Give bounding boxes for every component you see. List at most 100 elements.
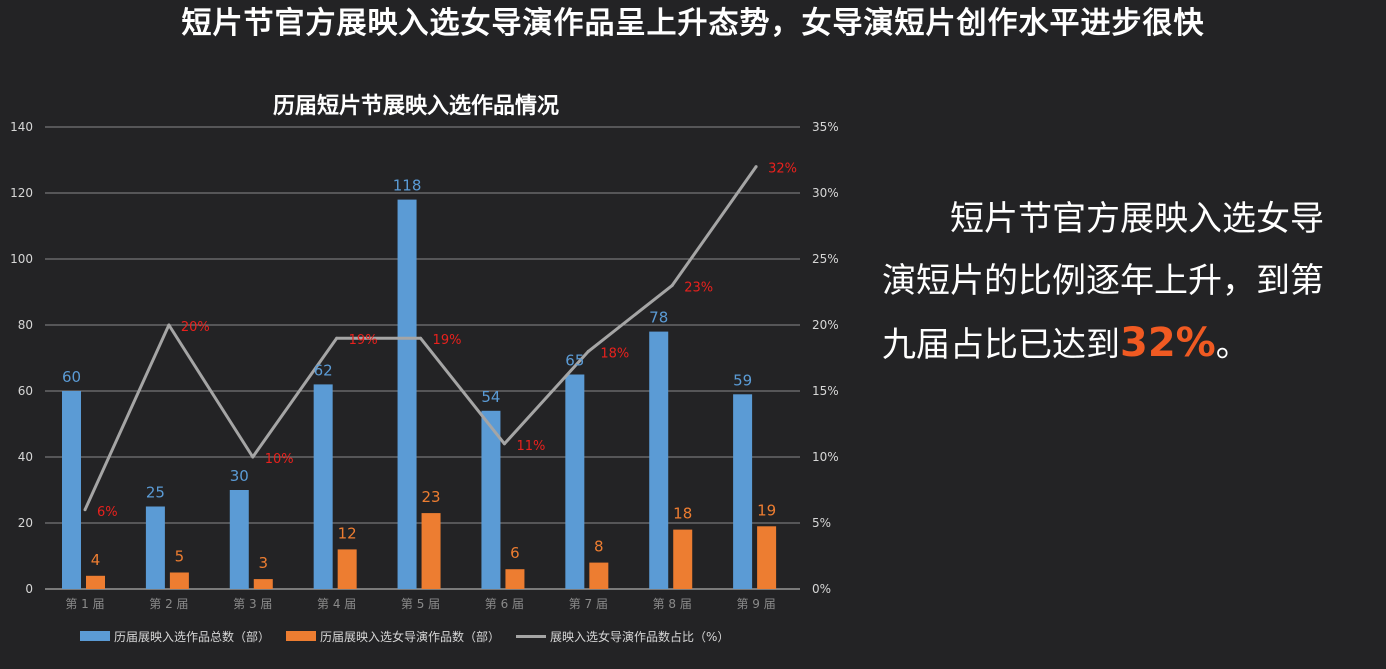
- y-tick-left: 80: [18, 318, 33, 332]
- side-text-line3: 九届占比已达到32%。: [882, 320, 1250, 366]
- y-tick-left: 140: [10, 120, 33, 134]
- y-tick-left: 0: [25, 582, 33, 596]
- legend-label-total: 历届展映入选作品总数（部）: [114, 629, 271, 644]
- ratio-point: [670, 283, 674, 287]
- data-label-ratio: 20%: [181, 320, 210, 335]
- data-label-ratio: 19%: [433, 333, 462, 348]
- legend-swatch-female: [286, 631, 317, 641]
- data-label-female: 5: [175, 548, 185, 566]
- side-text-line1: 短片节官方展映入选女导: [950, 199, 1324, 239]
- bar-total: [229, 490, 249, 589]
- y-axis-right: 0% 5% 10% 15% 20% 25% 30% 35%: [812, 120, 839, 596]
- legend-item-female: 历届展映入选女导演作品数（部）: [286, 628, 500, 645]
- chart-title: 历届短片节展映入选作品情况: [273, 93, 559, 119]
- y-tick-left: 120: [10, 186, 33, 200]
- data-label-female: 4: [91, 551, 101, 569]
- ratio-point: [83, 508, 87, 512]
- data-label-female: 19: [757, 501, 776, 519]
- bar-female: [673, 529, 693, 589]
- data-label-total: 118: [393, 177, 422, 195]
- headline: 短片节官方展映入选女导演作品呈上升态势，女导演短片创作水平进步很快: [181, 6, 1205, 41]
- x-tick: 第 8 届: [653, 597, 692, 611]
- ratio-point: [335, 336, 339, 340]
- data-label-ratio: 18%: [600, 346, 629, 361]
- y-tick-right: 5%: [812, 516, 831, 530]
- x-tick: 第 5 届: [401, 597, 440, 611]
- x-axis: 第 1 届 第 2 届 第 3 届 第 4 届 第 5 届 第 6 届 第 7 届 第 8 届…: [65, 597, 775, 611]
- legend-label-ratio: 展映入选女导演作品数占比（%）: [550, 629, 730, 644]
- data-label-total: 59: [733, 371, 752, 389]
- data-label-total: 65: [565, 352, 584, 370]
- bar-female: [86, 575, 105, 589]
- data-label-female: 3: [259, 554, 269, 572]
- y-tick-left: 40: [18, 450, 33, 464]
- bar-total: [733, 394, 753, 589]
- data-label-total: 60: [62, 368, 81, 386]
- data-label-total: 54: [481, 388, 500, 406]
- ratio-point: [502, 442, 506, 446]
- data-label-total: 78: [649, 309, 668, 327]
- ratio-point: [586, 349, 590, 353]
- bar-total: [313, 384, 333, 589]
- bar-female: [589, 562, 609, 589]
- data-label-ratio: 32%: [768, 162, 797, 177]
- bar-total: [145, 506, 165, 589]
- y-tick-right: 10%: [812, 450, 839, 464]
- y-tick-right: 0%: [812, 582, 831, 596]
- x-tick: 第 9 届: [736, 597, 775, 611]
- data-labels: 60 4 25 5 30 3 62 12 118 23 54 6 65 8 78 18 59 19 6% 20% 10%…: [62, 162, 797, 572]
- y-tick-right: 30%: [812, 186, 839, 200]
- x-tick: 第 7 届: [569, 597, 608, 611]
- y-tick-left: 20: [18, 516, 33, 530]
- legend-item-total: 历届展映入选作品总数（部）: [80, 628, 270, 645]
- y-tick-left: 60: [18, 384, 33, 398]
- bar-total: [62, 391, 81, 589]
- legend-swatch-ratio: [516, 634, 547, 638]
- bar-female: [505, 569, 525, 589]
- ratio-point: [419, 336, 423, 340]
- data-label-female: 23: [422, 488, 441, 506]
- bars: [62, 199, 777, 589]
- y-tick-right: 15%: [812, 384, 839, 398]
- ratio-point: [251, 455, 255, 459]
- ratio-point: [167, 323, 171, 327]
- bar-female: [337, 549, 357, 589]
- x-tick: 第 6 届: [485, 597, 524, 611]
- bar-female: [169, 572, 189, 589]
- x-tick: 第 4 届: [317, 597, 356, 611]
- x-tick: 第 1 届: [65, 597, 104, 611]
- y-tick-left: 100: [10, 252, 33, 266]
- legend-item-ratio: 展映入选女导演作品数占比（%）: [516, 628, 729, 645]
- chart-grid: [45, 126, 800, 590]
- data-label-female: 6: [510, 544, 520, 562]
- side-text-line2: 演短片的比例逐年上升，到第: [882, 261, 1324, 301]
- ratio-line: [83, 165, 758, 512]
- y-tick-right: 25%: [812, 252, 839, 266]
- bar-total: [649, 331, 669, 589]
- bar-total: [397, 199, 417, 589]
- ratio-point: [754, 165, 758, 169]
- bar-total: [565, 374, 585, 589]
- x-tick: 第 2 届: [149, 597, 188, 611]
- chart-legend: 历届展映入选作品总数（部） 历届展映入选女导演作品数（部） 展映入选女导演作品数…: [80, 626, 729, 646]
- y-tick-right: 20%: [812, 318, 839, 332]
- data-label-female: 18: [673, 505, 692, 523]
- bar-total: [481, 410, 501, 589]
- data-label-female: 12: [338, 524, 357, 542]
- bar-female: [421, 513, 441, 589]
- legend-swatch-total: [80, 631, 110, 641]
- x-tick: 第 3 届: [233, 597, 272, 611]
- side-text: 短片节官方展映入选女导 演短片的比例逐年上升，到第 九届占比已达到32%。: [882, 188, 1362, 376]
- legend-label-female: 历届展映入选女导演作品数（部）: [320, 629, 501, 644]
- data-label-ratio: 11%: [516, 439, 545, 454]
- y-axis-left: 0 20 40 60 80 100 120 140: [10, 120, 33, 596]
- data-label-female: 8: [594, 538, 604, 556]
- data-label-ratio: 6%: [97, 505, 118, 520]
- data-label-ratio: 23%: [684, 280, 713, 295]
- y-tick-right: 35%: [812, 120, 839, 134]
- data-label-ratio: 10%: [265, 452, 294, 467]
- data-label-total: 30: [230, 467, 249, 485]
- side-text-highlight: 32%: [1120, 320, 1216, 366]
- data-label-ratio: 19%: [349, 333, 378, 348]
